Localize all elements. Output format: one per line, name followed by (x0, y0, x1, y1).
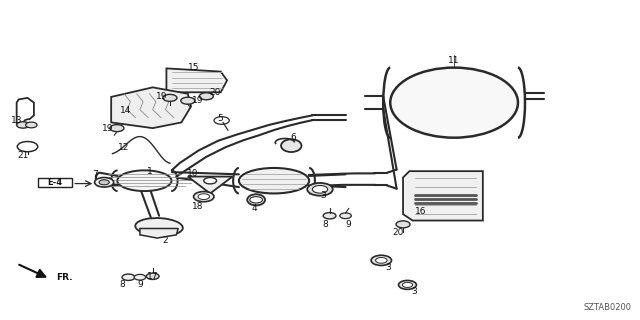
Text: 4: 4 (252, 204, 258, 213)
Text: 1: 1 (147, 167, 152, 176)
Circle shape (147, 273, 159, 279)
Text: 20: 20 (392, 228, 404, 237)
Text: 13: 13 (11, 116, 22, 125)
Text: 9: 9 (346, 220, 351, 229)
Text: 3: 3 (320, 191, 326, 200)
Circle shape (17, 122, 29, 128)
Polygon shape (188, 177, 232, 194)
Circle shape (193, 192, 214, 202)
Text: 2: 2 (163, 236, 168, 245)
Text: 7: 7 (92, 171, 98, 180)
Text: 6: 6 (291, 133, 296, 142)
Text: 21: 21 (17, 151, 29, 160)
Text: 16: 16 (415, 207, 427, 216)
Text: 14: 14 (120, 106, 131, 115)
Polygon shape (140, 228, 178, 238)
Ellipse shape (247, 194, 265, 205)
Text: 18: 18 (191, 202, 203, 211)
Ellipse shape (239, 168, 309, 194)
Circle shape (312, 186, 328, 193)
Text: 19: 19 (191, 96, 203, 105)
Text: 15: 15 (188, 63, 199, 72)
Circle shape (340, 213, 351, 219)
Circle shape (95, 178, 114, 187)
Circle shape (204, 178, 216, 184)
Ellipse shape (135, 218, 183, 236)
Text: FR.: FR. (56, 273, 73, 282)
Polygon shape (403, 171, 483, 220)
Circle shape (250, 197, 262, 203)
Circle shape (371, 255, 392, 266)
Ellipse shape (117, 170, 172, 191)
Ellipse shape (281, 139, 301, 152)
Text: 5: 5 (217, 114, 223, 123)
Circle shape (399, 280, 417, 289)
Circle shape (99, 180, 109, 185)
Circle shape (163, 94, 177, 101)
Text: 17: 17 (147, 272, 159, 281)
Circle shape (198, 194, 209, 199)
Text: 10: 10 (186, 169, 198, 178)
Text: 11: 11 (449, 56, 460, 65)
Text: E-4: E-4 (47, 178, 63, 187)
Circle shape (376, 258, 387, 263)
Circle shape (396, 221, 410, 228)
Text: 8: 8 (322, 220, 328, 229)
Text: 3: 3 (412, 287, 417, 296)
Circle shape (403, 282, 413, 287)
Polygon shape (111, 87, 191, 128)
Text: 20: 20 (209, 88, 220, 97)
Text: 19: 19 (156, 92, 168, 101)
Circle shape (122, 274, 135, 280)
Text: 12: 12 (118, 143, 130, 152)
FancyBboxPatch shape (38, 179, 72, 187)
Circle shape (199, 93, 213, 100)
Polygon shape (166, 68, 227, 92)
Ellipse shape (390, 68, 518, 138)
Text: 9: 9 (137, 280, 143, 289)
Circle shape (180, 97, 195, 104)
Text: 8: 8 (119, 280, 125, 289)
Circle shape (26, 122, 37, 128)
Circle shape (134, 274, 146, 280)
Text: SZTAB0200: SZTAB0200 (584, 303, 632, 312)
Circle shape (307, 183, 333, 196)
Circle shape (323, 212, 336, 219)
Circle shape (110, 124, 124, 132)
Text: 3: 3 (385, 263, 391, 272)
Text: 19: 19 (102, 124, 114, 132)
